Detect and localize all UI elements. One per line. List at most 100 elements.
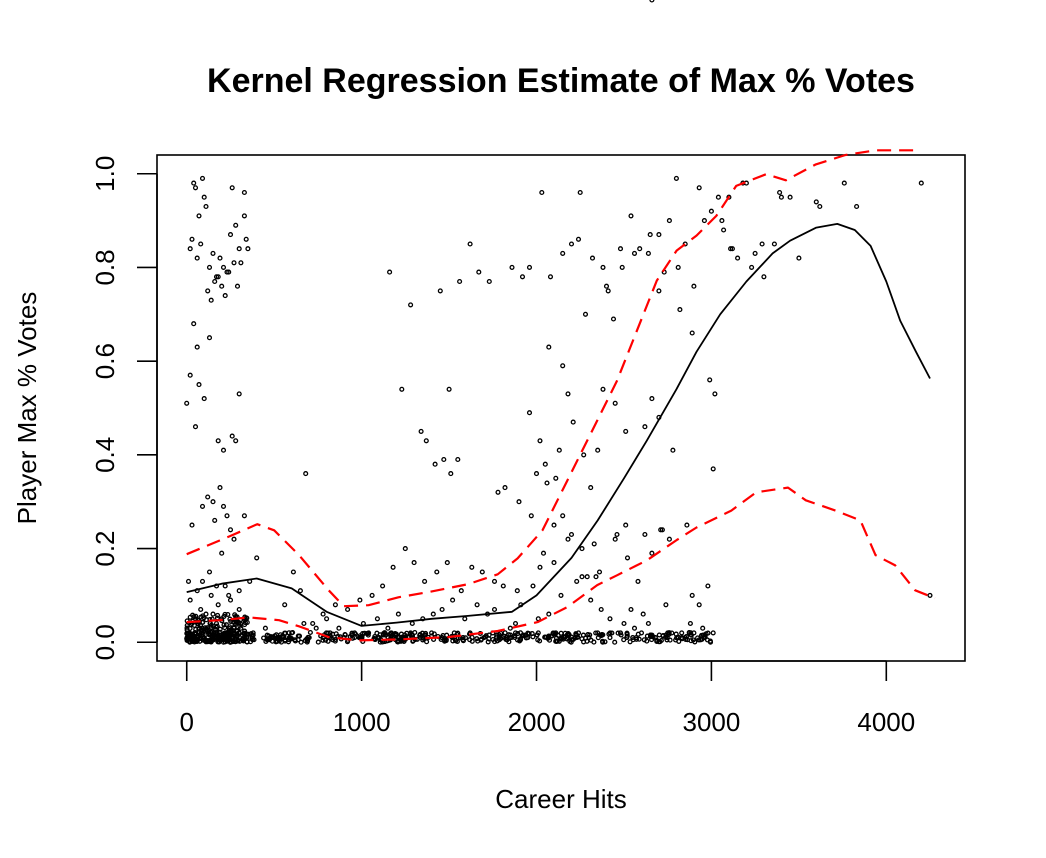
scatter-point xyxy=(215,602,221,608)
scatter-point xyxy=(631,625,638,631)
scatter-point xyxy=(380,583,386,589)
scatter-point xyxy=(361,630,368,636)
scatter-points xyxy=(184,0,933,645)
scatter-point xyxy=(198,614,204,620)
scatter-point xyxy=(206,335,213,341)
scatter-point xyxy=(539,189,545,196)
scatter-point xyxy=(244,639,250,645)
kernel-estimate-line xyxy=(186,223,931,627)
scatter-point xyxy=(431,631,437,637)
scatter-point xyxy=(305,636,311,642)
scatter-point xyxy=(442,638,448,644)
scatter-point xyxy=(605,288,611,294)
scatter-point xyxy=(227,232,234,238)
scatter-point xyxy=(230,634,236,640)
scatter-point xyxy=(357,597,363,603)
scatter-point xyxy=(507,635,513,641)
scatter-point xyxy=(298,639,304,645)
scatter-point xyxy=(194,638,200,644)
scatter-point xyxy=(369,592,375,598)
scatter-point xyxy=(224,513,230,519)
scatter-point xyxy=(624,630,630,636)
scatter-point xyxy=(377,639,383,645)
scatter-point xyxy=(200,634,206,640)
scatter-point xyxy=(457,278,463,285)
scatter-point xyxy=(365,632,371,638)
scatter-point xyxy=(474,602,480,608)
scatter-point xyxy=(212,278,218,285)
scatter-point xyxy=(233,438,239,444)
scatter-point xyxy=(430,611,436,617)
scatter-point xyxy=(189,522,195,528)
scatter-point xyxy=(236,391,242,397)
scatter-point xyxy=(290,569,296,575)
scatter-point xyxy=(222,583,228,589)
scatter-point xyxy=(469,638,475,644)
x-axis-label: Career Hits xyxy=(495,784,626,814)
scatter-point xyxy=(230,631,236,637)
scatter-point xyxy=(448,471,454,477)
scatter-point xyxy=(494,632,500,638)
scatter-point xyxy=(231,625,237,631)
scatter-point xyxy=(558,592,564,598)
scatter-point xyxy=(226,592,232,598)
scatter-point xyxy=(359,633,365,639)
scatter-point xyxy=(352,631,359,637)
y-tick-label: 0.6 xyxy=(90,343,120,379)
scatter-point xyxy=(387,631,393,637)
scatter-point xyxy=(565,391,571,397)
scatter-point xyxy=(610,316,617,322)
scatter-point xyxy=(648,632,654,638)
scatter-point xyxy=(423,438,429,444)
scatter-point xyxy=(221,622,227,628)
scatter-point xyxy=(476,269,482,275)
scatter-point xyxy=(514,588,520,594)
scatter-point xyxy=(596,569,603,575)
scatter-point xyxy=(345,606,351,613)
scatter-point xyxy=(549,633,555,639)
scatter-point xyxy=(735,255,741,261)
scatter-point xyxy=(658,637,664,644)
scatter-point xyxy=(199,175,206,181)
scatter-point xyxy=(236,246,242,252)
scatter-point xyxy=(313,625,319,631)
scatter-point xyxy=(469,564,475,570)
scatter-point xyxy=(546,611,552,617)
scatter-point xyxy=(647,232,653,238)
scatter-point xyxy=(227,597,234,603)
scatter-point xyxy=(238,260,244,266)
scatter-point xyxy=(491,578,498,584)
scatter-point xyxy=(666,218,672,224)
scatter-point xyxy=(509,264,515,270)
scatter-point xyxy=(192,185,199,191)
scatter-point xyxy=(409,632,415,638)
scatter-point xyxy=(422,578,428,584)
scatter-point xyxy=(220,503,227,509)
scatter-point xyxy=(241,189,247,196)
scatter-point xyxy=(707,638,713,644)
scatter-point xyxy=(479,569,485,575)
scatter-point xyxy=(229,433,235,439)
scatter-point xyxy=(485,639,491,645)
scatter-point xyxy=(213,274,220,280)
scatter-point xyxy=(231,260,237,266)
x-tick-label: 3000 xyxy=(682,707,740,737)
x-axis: 0 1000 2000 3000 4000 xyxy=(179,660,915,737)
scatter-point xyxy=(658,527,664,533)
scatter-point xyxy=(303,471,309,477)
scatter-point xyxy=(455,456,461,463)
scatter-point xyxy=(254,555,260,561)
scatter-point xyxy=(330,631,336,637)
scatter-point xyxy=(542,461,548,467)
scatter-point xyxy=(266,637,272,643)
scatter-point xyxy=(621,620,627,627)
scatter-point xyxy=(612,639,618,645)
confidence-band-line xyxy=(186,486,936,642)
scatter-point xyxy=(196,213,202,219)
scatter-point xyxy=(777,189,783,196)
scatter-point xyxy=(619,264,625,270)
scatter-point xyxy=(242,630,248,636)
scatter-point xyxy=(708,208,714,214)
scatter-point xyxy=(715,194,721,200)
